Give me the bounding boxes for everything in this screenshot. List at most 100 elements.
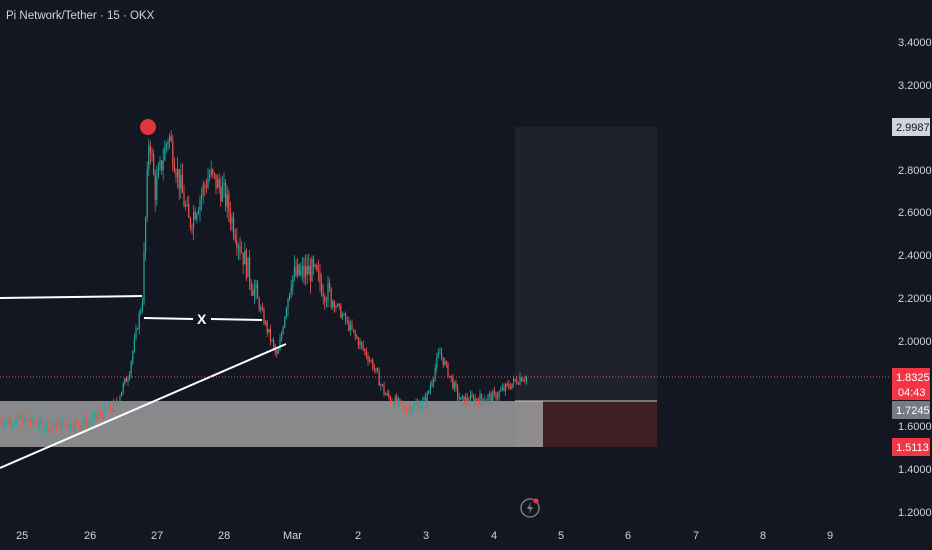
candle-body: [170, 136, 172, 142]
candle-body: [348, 320, 350, 331]
candle-body: [410, 407, 412, 413]
candle-body: [73, 428, 75, 430]
candle-body: [237, 246, 239, 248]
candle-body: [426, 393, 428, 406]
candle-body: [197, 210, 199, 214]
candle-body: [9, 419, 11, 423]
price-tick: 3.4000: [898, 37, 932, 49]
candle-body: [330, 288, 332, 308]
candle-body: [119, 396, 121, 403]
candle-body: [20, 417, 22, 420]
candle-body: [461, 395, 463, 398]
candle-body: [484, 400, 486, 403]
candle-body: [517, 383, 519, 385]
x-label[interactable]: X: [197, 311, 207, 327]
trend-line-rising[interactable]: [0, 343, 287, 469]
candle-body: [66, 425, 68, 428]
candle-body: [317, 270, 319, 272]
candle-body: [343, 313, 345, 315]
measure-line-left[interactable]: [143, 317, 194, 320]
candle-body: [162, 160, 164, 171]
candle-body: [173, 165, 175, 173]
candle-body: [383, 385, 385, 394]
candle-body: [212, 169, 214, 173]
candle-body: [218, 178, 220, 187]
candle-body: [69, 423, 71, 429]
target-zone[interactable]: [515, 127, 657, 401]
candle-body: [493, 391, 495, 393]
candle-body: [301, 266, 303, 271]
candle-body: [79, 424, 81, 428]
candle-body: [469, 395, 471, 403]
candle-body: [82, 423, 84, 426]
candle-body: [143, 251, 145, 303]
candle-body: [217, 178, 219, 189]
candle-body: [335, 306, 337, 308]
candle-body: [226, 194, 228, 207]
trend-line-horizontal[interactable]: [0, 295, 143, 299]
candle-body: [149, 145, 151, 154]
candle-body: [252, 289, 254, 296]
candle-body: [186, 204, 188, 206]
candle-body: [49, 426, 51, 431]
candle-body: [468, 401, 470, 403]
candle-body: [13, 423, 15, 425]
candle-body: [201, 194, 203, 200]
price-tick: 2.0000: [898, 336, 932, 348]
candle-body: [241, 251, 243, 253]
candle-body: [276, 351, 278, 354]
candle-body: [377, 368, 379, 372]
candle-body: [189, 218, 191, 227]
candle-body: [181, 174, 183, 193]
candle-body: [15, 418, 17, 424]
price-tick: 2.4000: [898, 250, 932, 262]
candle-body: [345, 313, 347, 321]
current-price-badge: [892, 368, 930, 400]
candle-body: [479, 394, 481, 404]
countdown-text: 04:43: [898, 387, 926, 399]
measure-line-right[interactable]: [210, 318, 263, 321]
candle-body: [434, 367, 436, 379]
candle-body: [389, 396, 391, 402]
candle-body: [445, 361, 447, 364]
candle-body: [122, 383, 124, 392]
candle-body: [516, 380, 518, 384]
candle-body: [111, 409, 113, 411]
candle-body: [401, 400, 403, 405]
candle-body: [324, 296, 326, 302]
candle-body: [265, 321, 267, 324]
candle-body: [28, 419, 30, 423]
candle-body: [177, 169, 179, 177]
candle-body: [378, 371, 380, 386]
candle-body: [481, 394, 483, 399]
candle-body: [153, 154, 155, 175]
candle-body: [305, 265, 307, 277]
candle-body: [61, 421, 63, 431]
entry-badge: [892, 401, 930, 419]
candle-body: [455, 382, 457, 387]
candle-body: [188, 204, 190, 219]
candle-body: [141, 302, 143, 310]
candle-body: [412, 409, 414, 413]
candle-body: [199, 199, 201, 211]
candle-body: [242, 252, 244, 265]
candle-body: [428, 391, 430, 394]
red-circle-icon[interactable]: [140, 119, 156, 135]
candle-body: [247, 257, 249, 278]
candle-body: [367, 356, 369, 362]
support-zone[interactable]: [0, 401, 543, 447]
candle-body: [135, 328, 137, 339]
candle-body: [151, 153, 153, 155]
candle-body: [284, 316, 286, 328]
candle-body: [236, 240, 238, 248]
candle-body: [253, 288, 255, 296]
symbol-title[interactable]: Pi Network/Tether · 15 · OKX: [6, 10, 155, 22]
candle-body: [117, 402, 119, 403]
candle-body: [210, 169, 212, 175]
candle-body: [370, 360, 372, 362]
candle-body: [105, 406, 107, 410]
candle-body: [477, 400, 479, 404]
lightning-icon[interactable]: [520, 498, 540, 518]
candle-body: [511, 383, 513, 389]
